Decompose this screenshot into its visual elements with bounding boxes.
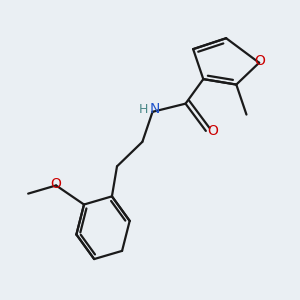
Text: N: N — [150, 102, 160, 116]
Text: O: O — [207, 124, 218, 138]
Text: O: O — [51, 177, 62, 191]
Text: H: H — [139, 103, 148, 116]
Text: O: O — [254, 54, 265, 68]
